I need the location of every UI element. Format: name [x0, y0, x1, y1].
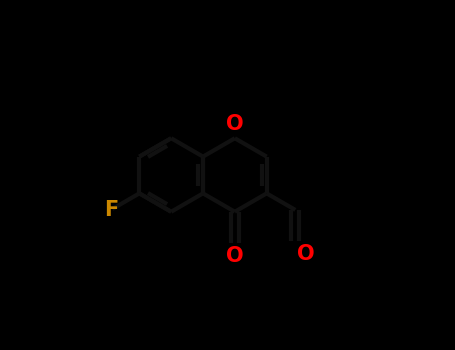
Text: O: O [297, 244, 314, 264]
Text: O: O [226, 246, 243, 266]
Text: F: F [104, 199, 118, 219]
Text: O: O [226, 114, 243, 134]
